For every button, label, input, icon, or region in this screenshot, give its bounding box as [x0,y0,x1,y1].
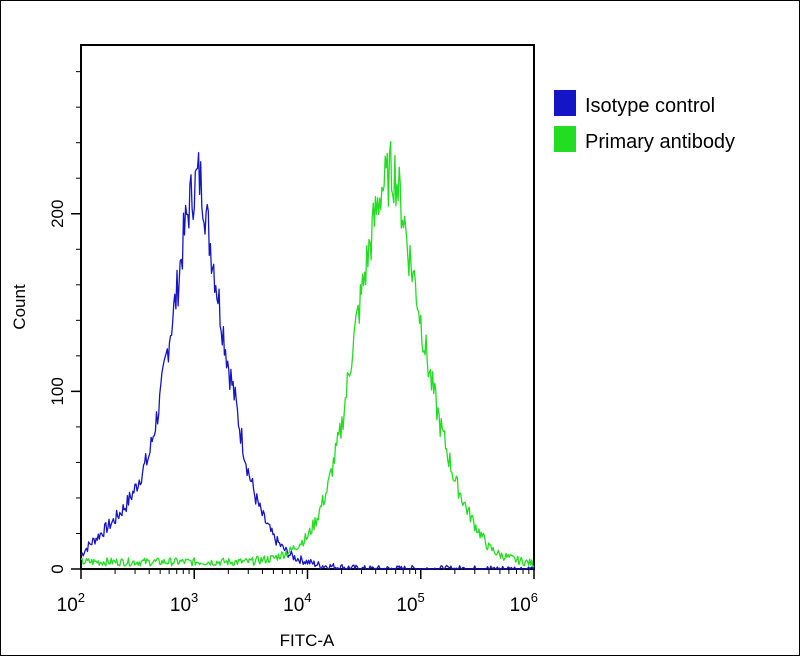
x-tick-label: 105 [396,590,424,616]
series-line-isotype-control [80,152,535,570]
plot-area [80,44,535,570]
x-tick-label: 106 [510,590,538,616]
x-tick-label: 102 [57,590,85,616]
y-tick-label: 200 [48,200,67,228]
y-tick-label: 0 [48,564,67,573]
legend-label-isotype-control: Isotype control [585,95,715,117]
x-tick-label: 103 [170,590,198,616]
legend: Isotype control Primary antibody [554,90,735,153]
y-axis-label: Count [10,284,29,330]
y-tick-label: 100 [48,377,67,405]
legend-swatch-isotype-control [554,90,576,116]
legend-swatch-primary-antibody [554,126,576,152]
series-line-primary-antibody [80,141,535,568]
x-tick-label: 104 [283,590,311,616]
legend-label-primary-antibody: Primary antibody [585,131,735,153]
x-axis-label: FITC-A [280,631,335,650]
